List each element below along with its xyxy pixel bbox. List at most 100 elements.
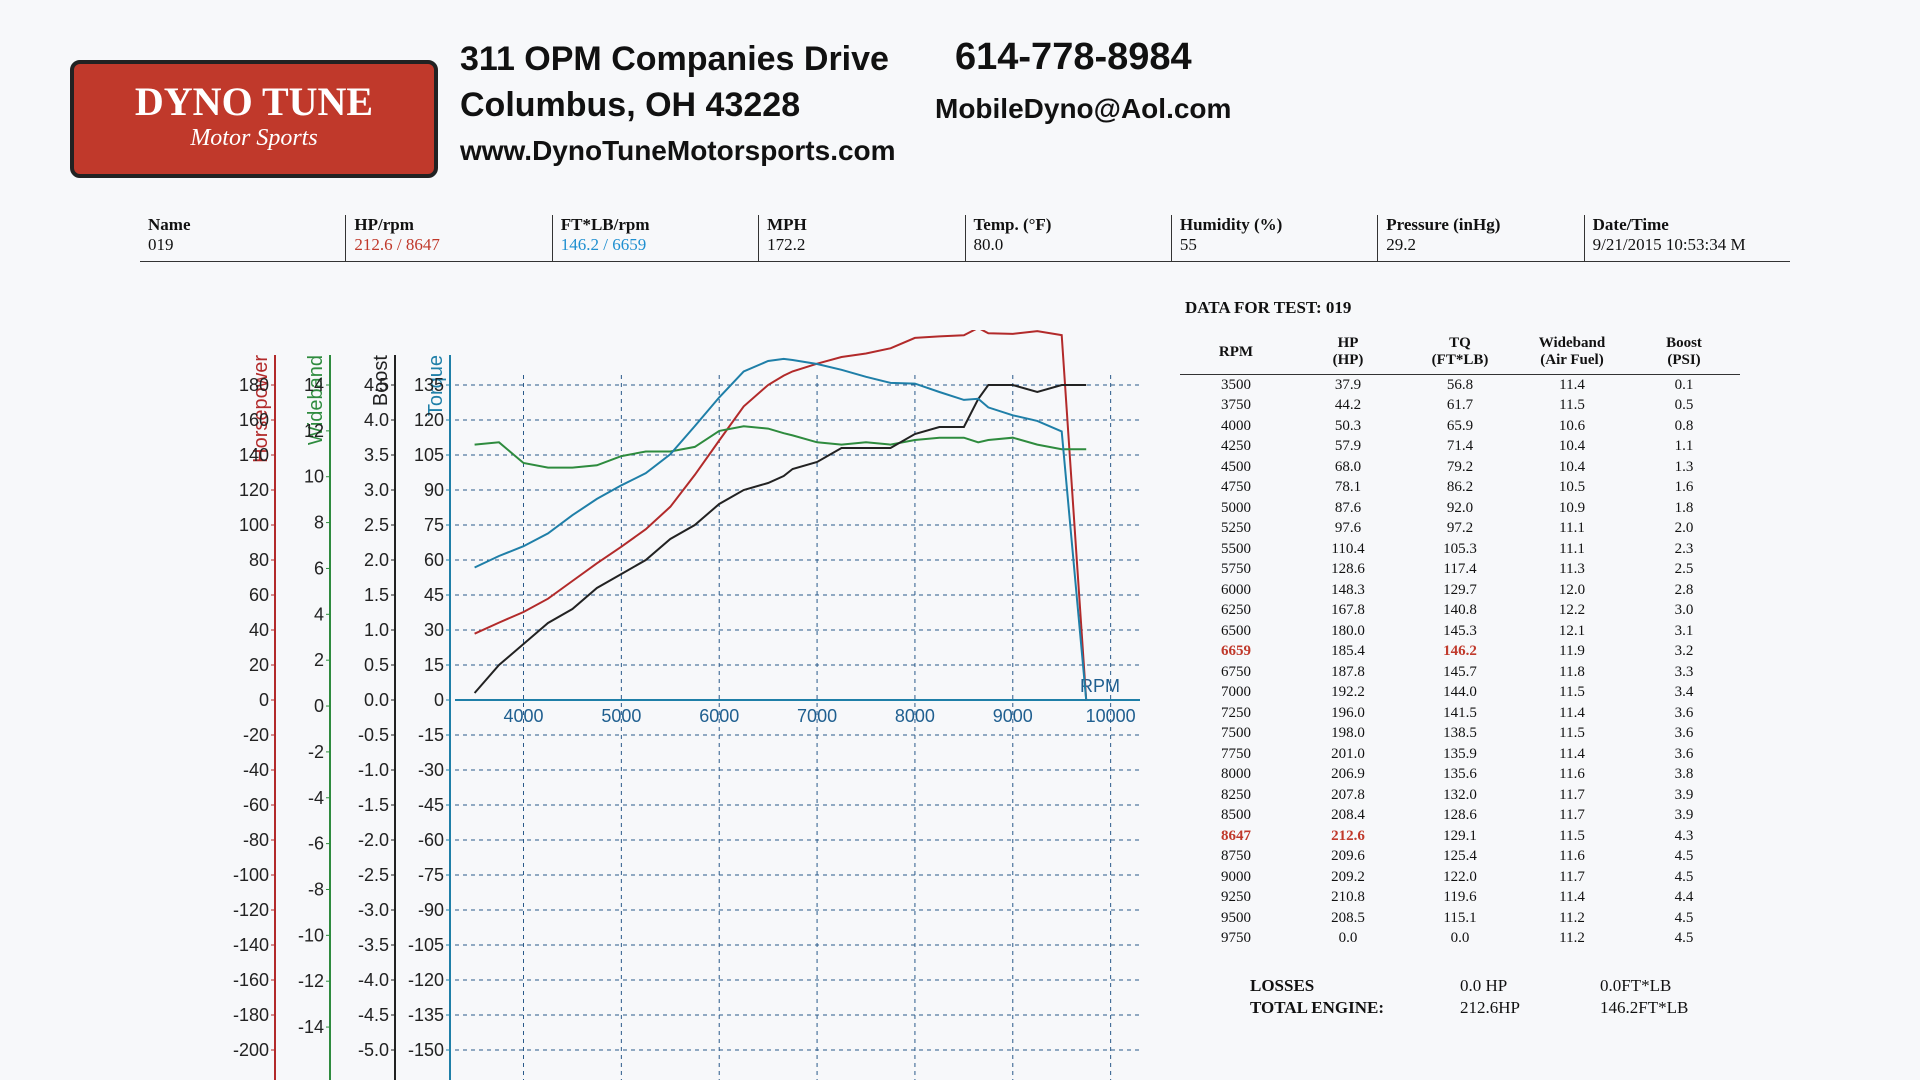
header-cell: Boost (PSI) (1628, 335, 1740, 369)
table-cell: 146.2 (1443, 643, 1477, 660)
tick-label: 1.5 (364, 585, 389, 605)
table-cell: 1.1 (1674, 438, 1694, 455)
tick-label: 2.0 (364, 550, 389, 570)
table-cell: 65.9 (1446, 417, 1474, 434)
table-cell: 3.4 (1674, 684, 1694, 701)
table-cell: 11.6 (1559, 848, 1585, 865)
table-cell: 11.8 (1559, 663, 1585, 680)
table-row: 4500 68.0 79.2 10.4 1.3 (1180, 457, 1740, 478)
address-line: Columbus, OH 43228 (460, 86, 801, 124)
summary: LOSSES 0.0 HP 0.0FT*LB TOTAL ENGINE: 212.6H… (1250, 975, 1688, 1019)
tick-label: -150 (408, 1040, 444, 1060)
table-cell: 4.3 (1674, 827, 1694, 844)
losses-hp: 0.0 HP (1460, 976, 1508, 995)
table-cell: 11.5 (1559, 684, 1585, 701)
table-cell: 105.3 (1443, 540, 1477, 557)
table-cell: 4250 (1221, 438, 1251, 455)
tick-label: -120 (408, 970, 444, 990)
table-row: 9000 209.2 122.0 11.7 4.5 (1180, 867, 1740, 888)
table-cell: 9500 (1221, 909, 1251, 926)
axis-label: Wideband (305, 355, 327, 445)
table-cell: 2.8 (1674, 581, 1694, 598)
table-row: 4250 57.9 71.4 10.4 1.1 (1180, 437, 1740, 458)
tick-label: 45 (424, 585, 444, 605)
header-cell: HP (HP) (1292, 335, 1404, 369)
table-cell: 6500 (1221, 622, 1251, 639)
tick-label: -8 (308, 879, 324, 899)
info-label: Humidity (%) (1179, 215, 1283, 234)
table-cell: 125.4 (1443, 848, 1477, 865)
table-cell: 4750 (1221, 479, 1251, 496)
table-cell: 97.2 (1446, 520, 1474, 537)
info-cell: Temp. (°F) 80.0 (964, 215, 1171, 261)
table-cell: 144.0 (1443, 684, 1477, 701)
table-cell: 11.1 (1559, 520, 1585, 537)
header-text: (HP) (1332, 352, 1364, 368)
table-cell: 12.0 (1558, 581, 1586, 598)
table-cell: 3.6 (1674, 704, 1694, 721)
table-cell: 3.9 (1674, 786, 1694, 803)
table-cell: 37.9 (1334, 376, 1362, 393)
table-cell: 1.6 (1674, 479, 1694, 496)
info-label: Date/Time (1592, 215, 1669, 234)
tick-label: -90 (418, 900, 444, 920)
table-row: 6659 185.4 146.2 11.9 3.2 (1180, 642, 1740, 663)
table-cell: 141.5 (1443, 704, 1477, 721)
table-cell: 8750 (1221, 848, 1251, 865)
table-cell: 209.2 (1331, 868, 1365, 885)
table-cell: 7250 (1221, 704, 1251, 721)
tick-label: -135 (408, 1005, 444, 1025)
table-cell: 6750 (1221, 663, 1251, 680)
tick-label: 0 (259, 690, 269, 710)
table-cell: 0.1 (1674, 376, 1694, 393)
header-text: Boost (1666, 335, 1702, 351)
tick-label: 4.0 (364, 410, 389, 430)
header-cell: Wideband (Air Fuel) (1516, 335, 1628, 369)
info-value: 212.6 / 8647 (354, 235, 440, 254)
table-row: 7000 192.2 144.0 11.5 3.4 (1180, 683, 1740, 704)
table-cell: 78.1 (1334, 479, 1362, 496)
table-cell: 0.0 (1450, 930, 1470, 947)
table-cell: 198.0 (1331, 725, 1365, 742)
x-axis-label: RPM (1080, 676, 1120, 696)
table-cell: 3.2 (1674, 643, 1694, 660)
info-label: Name (148, 215, 191, 234)
table-cell: 138.5 (1443, 725, 1477, 742)
table-cell: 0.0 (1338, 930, 1358, 947)
table-cell: 11.1 (1559, 540, 1585, 557)
table-cell: 9250 (1221, 889, 1251, 906)
table-row: 9500 208.5 115.1 11.2 4.5 (1180, 908, 1740, 929)
tick-label: 0.5 (364, 655, 389, 675)
table-cell: 3500 (1221, 376, 1251, 393)
table-cell: 44.2 (1334, 397, 1362, 414)
table-cell: 6000 (1221, 581, 1251, 598)
table-cell: 117.4 (1443, 561, 1477, 578)
header-text: Wideband (1538, 335, 1606, 351)
table-row: 4000 50.3 65.9 10.6 0.8 (1180, 416, 1740, 437)
tick-label: -140 (233, 935, 269, 955)
info-value: 019 (148, 235, 174, 254)
table-cell: 5000 (1221, 499, 1251, 516)
header-text: TQ (1449, 335, 1471, 351)
table-row: 7250 196.0 141.5 11.4 3.6 (1180, 703, 1740, 724)
info-cell: Pressure (inHg) 29.2 (1377, 215, 1583, 261)
table-cell: 8647 (1221, 827, 1251, 844)
table-cell: 4.5 (1674, 868, 1694, 885)
tick-label: -2.0 (358, 830, 389, 850)
table-row: 3500 37.9 56.8 11.4 0.1 (1180, 375, 1740, 396)
tick-label: 75 (424, 515, 444, 535)
table-cell: 145.7 (1443, 663, 1477, 680)
table-cell: 11.6 (1559, 766, 1585, 783)
tick-label: 120 (239, 480, 269, 500)
tick-label: 2.5 (364, 515, 389, 535)
tick-label: -30 (418, 760, 444, 780)
phone: 614-778-8984 (955, 36, 1192, 78)
table-cell: 185.4 (1331, 643, 1365, 660)
tick-label: -100 (233, 865, 269, 885)
address-line: 311 OPM Companies Drive (460, 40, 889, 78)
table-cell: 208.4 (1331, 807, 1365, 824)
info-label: Pressure (inHg) (1386, 215, 1501, 234)
table-cell: 1.8 (1674, 499, 1694, 516)
table-cell: 10.9 (1558, 499, 1586, 516)
info-cell: MPH 172.2 (758, 215, 964, 261)
